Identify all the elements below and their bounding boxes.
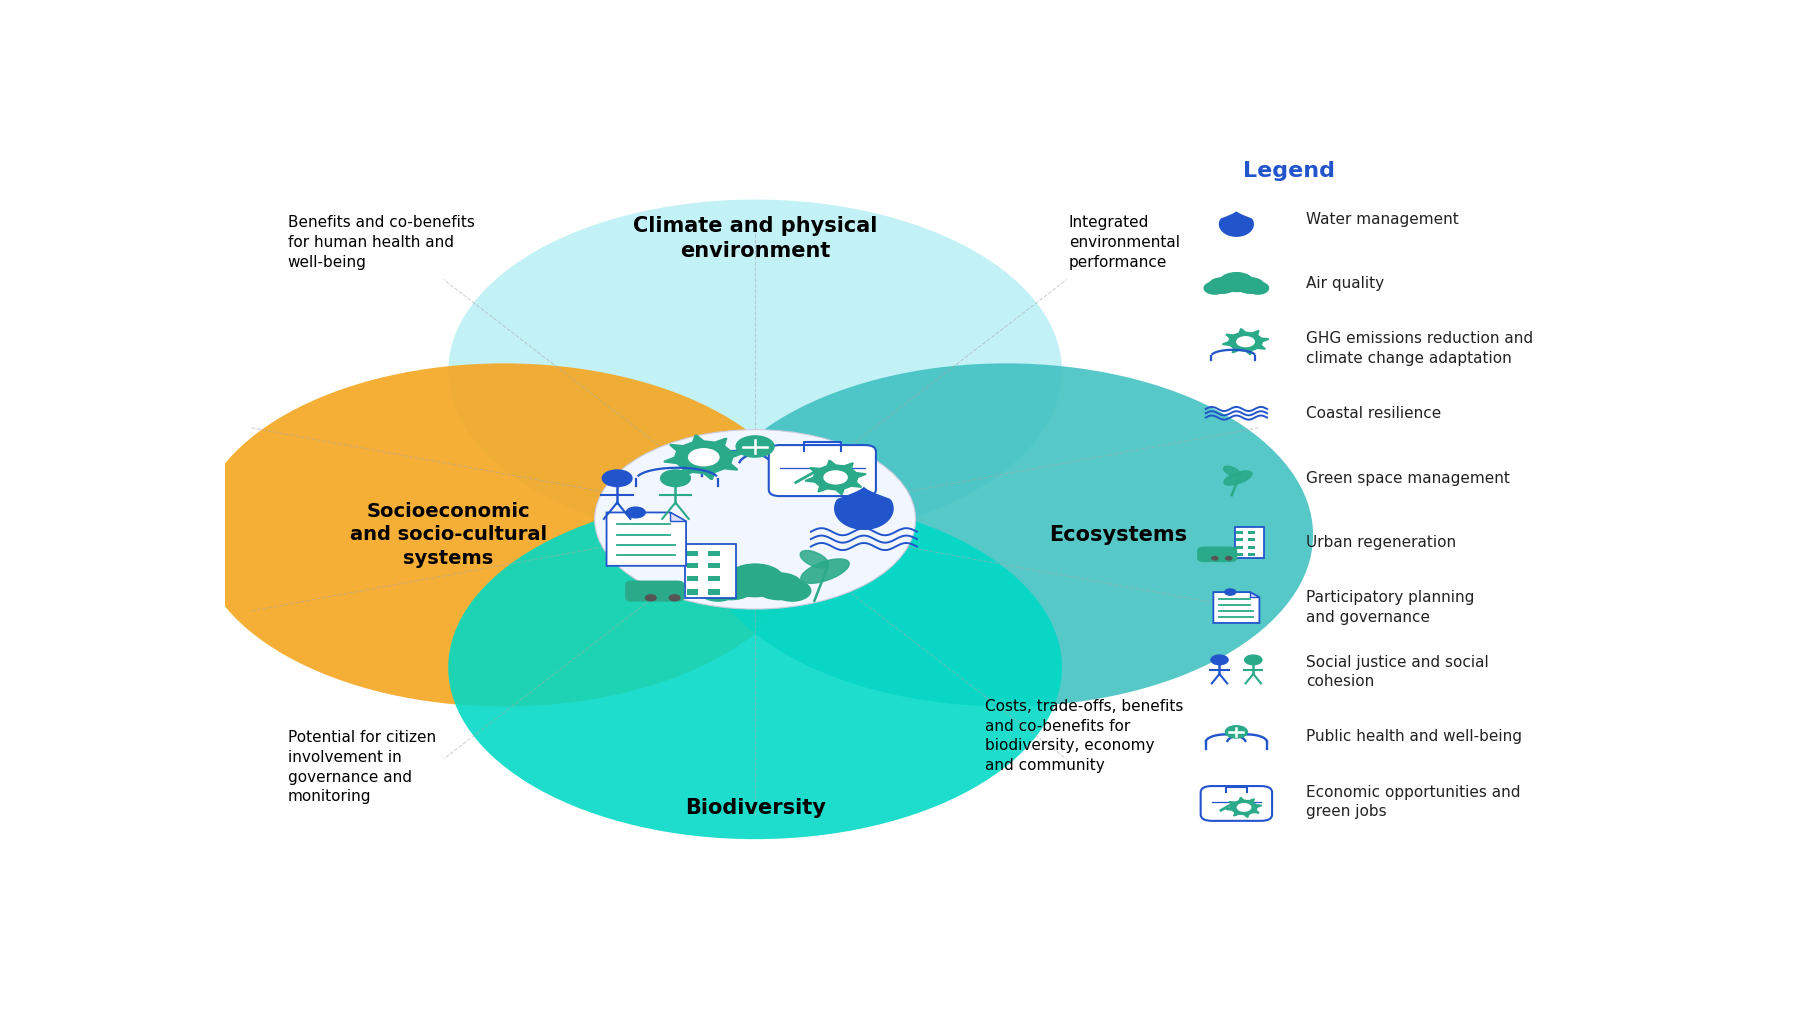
FancyBboxPatch shape — [688, 563, 698, 568]
Text: Green space management: Green space management — [1307, 470, 1510, 485]
Circle shape — [1237, 803, 1251, 811]
Polygon shape — [1226, 797, 1262, 817]
Text: Air quality: Air quality — [1307, 277, 1384, 292]
Circle shape — [774, 580, 810, 601]
Text: Benefits and co-benefits
for human health and
well-being: Benefits and co-benefits for human healt… — [288, 215, 475, 269]
Text: Climate and physical
environment: Climate and physical environment — [634, 216, 877, 261]
Polygon shape — [805, 461, 866, 494]
Circle shape — [1211, 556, 1219, 560]
Circle shape — [700, 580, 736, 601]
Circle shape — [756, 573, 803, 600]
Circle shape — [1204, 282, 1226, 294]
FancyBboxPatch shape — [707, 563, 720, 568]
FancyBboxPatch shape — [688, 551, 698, 556]
Text: Biodiversity: Biodiversity — [684, 798, 826, 817]
FancyBboxPatch shape — [1197, 547, 1237, 562]
Polygon shape — [670, 513, 686, 522]
Text: Ecosystems: Ecosystems — [1049, 525, 1186, 545]
Circle shape — [594, 430, 916, 609]
Text: Economic opportunities and
green jobs: Economic opportunities and green jobs — [1307, 785, 1521, 819]
Polygon shape — [664, 436, 743, 479]
FancyBboxPatch shape — [1247, 538, 1255, 541]
Text: Integrated
environmental
performance: Integrated environmental performance — [1069, 215, 1181, 269]
FancyBboxPatch shape — [707, 590, 720, 595]
Text: Water management: Water management — [1307, 212, 1458, 227]
Circle shape — [1224, 589, 1237, 596]
FancyBboxPatch shape — [688, 576, 698, 581]
Circle shape — [689, 449, 718, 466]
Circle shape — [725, 564, 785, 597]
Circle shape — [626, 508, 644, 518]
Circle shape — [736, 436, 774, 457]
FancyBboxPatch shape — [686, 544, 736, 598]
Circle shape — [1247, 282, 1269, 294]
Polygon shape — [1219, 212, 1253, 236]
Text: Participatory planning
and governance: Participatory planning and governance — [1307, 591, 1474, 625]
Text: Costs, trade-offs, benefits
and co-benefits for
biodiversity, economy
and commun: Costs, trade-offs, benefits and co-benef… — [985, 699, 1184, 773]
Text: Legend: Legend — [1244, 160, 1336, 180]
Text: Potential for citizen
involvement in
governance and
monitoring: Potential for citizen involvement in gov… — [288, 730, 436, 804]
Polygon shape — [1213, 592, 1260, 623]
FancyBboxPatch shape — [625, 580, 684, 602]
Circle shape — [670, 595, 680, 601]
Text: Social justice and social
cohesion: Social justice and social cohesion — [1307, 655, 1489, 690]
FancyBboxPatch shape — [1247, 553, 1255, 556]
Ellipse shape — [1224, 471, 1253, 485]
FancyBboxPatch shape — [688, 590, 698, 595]
FancyBboxPatch shape — [707, 576, 720, 581]
FancyBboxPatch shape — [1247, 546, 1255, 549]
FancyBboxPatch shape — [707, 551, 720, 556]
Ellipse shape — [801, 559, 850, 583]
Polygon shape — [1222, 329, 1269, 355]
FancyBboxPatch shape — [769, 445, 877, 496]
FancyBboxPatch shape — [1235, 528, 1264, 558]
Ellipse shape — [1224, 466, 1240, 476]
Text: Socioeconomic
and socio-cultural
systems: Socioeconomic and socio-cultural systems — [349, 502, 547, 568]
Circle shape — [603, 470, 632, 486]
FancyBboxPatch shape — [1201, 786, 1273, 821]
Circle shape — [824, 471, 848, 484]
Circle shape — [448, 496, 1062, 839]
Circle shape — [1244, 655, 1262, 665]
Polygon shape — [607, 513, 686, 566]
Text: Coastal resilience: Coastal resilience — [1307, 406, 1442, 420]
Polygon shape — [835, 487, 893, 529]
Circle shape — [646, 595, 655, 601]
Polygon shape — [1251, 592, 1260, 598]
Text: Urban regeneration: Urban regeneration — [1307, 535, 1456, 550]
Circle shape — [1237, 336, 1255, 346]
Circle shape — [1219, 272, 1253, 292]
FancyBboxPatch shape — [1237, 531, 1242, 534]
Ellipse shape — [801, 550, 828, 568]
FancyBboxPatch shape — [1247, 531, 1255, 534]
FancyBboxPatch shape — [1237, 546, 1242, 549]
Circle shape — [1226, 556, 1231, 560]
Text: Public health and well-being: Public health and well-being — [1307, 729, 1523, 745]
Circle shape — [698, 364, 1312, 707]
Text: GHG emissions reduction and
climate change adaptation: GHG emissions reduction and climate chan… — [1307, 331, 1534, 366]
Circle shape — [1226, 725, 1247, 738]
Circle shape — [1211, 655, 1228, 665]
Circle shape — [1237, 278, 1264, 293]
Circle shape — [1210, 278, 1237, 293]
Circle shape — [198, 364, 812, 707]
FancyBboxPatch shape — [1237, 553, 1242, 556]
Circle shape — [448, 200, 1062, 543]
Circle shape — [661, 470, 691, 486]
FancyBboxPatch shape — [1237, 538, 1242, 541]
Circle shape — [707, 573, 756, 600]
